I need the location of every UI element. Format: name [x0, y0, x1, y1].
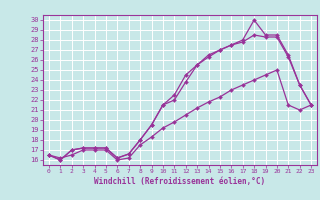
X-axis label: Windchill (Refroidissement éolien,°C): Windchill (Refroidissement éolien,°C): [94, 177, 266, 186]
